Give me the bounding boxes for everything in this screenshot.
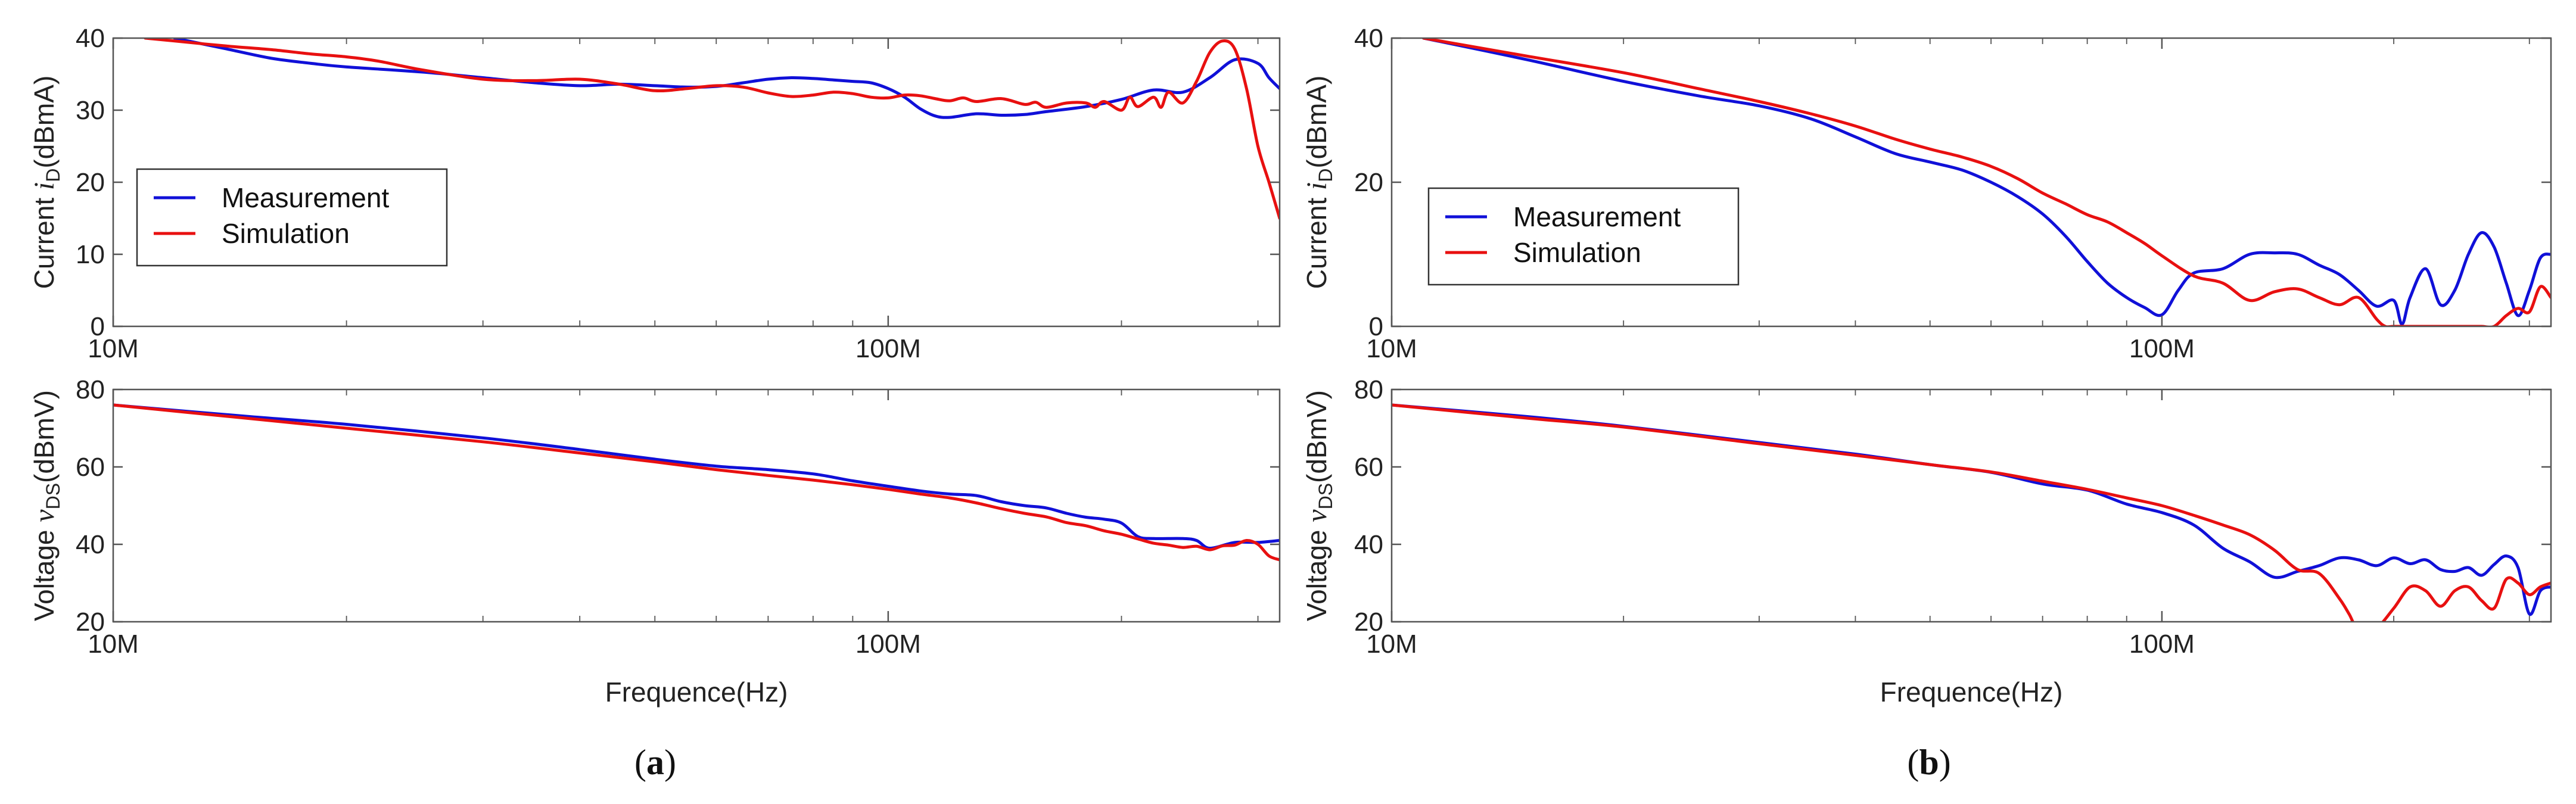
chart-a-current-ylabel-var: i bbox=[29, 182, 60, 190]
chart-b-current-ylabel-sub: D bbox=[1315, 169, 1336, 182]
a-voltage-ytick-label-3: 80 bbox=[76, 375, 105, 404]
chart-b-voltage-ylabel: Voltage vDS(dBmV) bbox=[1301, 390, 1336, 621]
chart-a-current: 0 10 20 30 40 10M 100M Current iD(dBmA) Measur… bbox=[29, 24, 1281, 363]
panel-label-a-open: ( bbox=[634, 743, 646, 782]
chart-a-current-ylabel-suffix: (dBmA) bbox=[29, 76, 60, 169]
panel-label-a-close: ) bbox=[664, 743, 676, 782]
a-current-ytick-label-4: 40 bbox=[76, 24, 105, 53]
chart-b-voltage: 20 40 60 80 10M 100M Voltage vDS(dBmV) Freque… bbox=[1301, 375, 2552, 708]
chart-b-current-ylabel: Current iD(dBmA) bbox=[1301, 76, 1336, 289]
a-voltage-ytick-label-1: 40 bbox=[76, 530, 105, 559]
b-voltage-ytick-label-0: 20 bbox=[1354, 607, 1383, 637]
chart-a-voltage-ticks: 20 40 60 80 10M 100M bbox=[76, 375, 1280, 659]
chart-a-xlabel: Frequence(Hz) bbox=[605, 677, 788, 708]
b-voltage-ytick-label-1: 40 bbox=[1354, 530, 1383, 559]
panel-label-a-letter: a bbox=[646, 743, 664, 782]
a-current-ytick-label-2: 20 bbox=[76, 168, 105, 197]
chart-b-voltage-series bbox=[1392, 403, 2551, 622]
panel-label-a: (a) bbox=[634, 743, 676, 782]
b-current-xtick-label-0: 10M bbox=[1366, 334, 1417, 363]
chart-a-voltage-ylabel: Voltage vDS(dBmV) bbox=[29, 390, 64, 621]
chart-b-current-ylabel-text: Current iD(dBmA) bbox=[1301, 76, 1336, 289]
b-voltage-xtick-label-1: 100M bbox=[2129, 630, 2195, 659]
b-voltage-series-simulation bbox=[1392, 403, 2551, 622]
a-current-ytick-label-0: 0 bbox=[91, 312, 105, 341]
chart-a-voltage-ylabel-var: v bbox=[29, 509, 60, 522]
chart-a-voltage-ylabel-suffix: (dBmV) bbox=[29, 390, 60, 483]
chart-b-current-series bbox=[1422, 38, 2551, 326]
chart-a-current-ylabel-prefix: Current bbox=[29, 190, 60, 289]
b-current-series-measurement bbox=[1422, 38, 2551, 326]
chart-a-current-legend: Measurement Simulation bbox=[136, 168, 448, 267]
chart-a-voltage-frame bbox=[112, 388, 1281, 623]
chart-b-voltage-frame bbox=[1390, 388, 2552, 623]
panel-label-b-letter: b bbox=[1919, 743, 1939, 782]
chart-a-voltage-ylabel-sub: DS bbox=[42, 483, 64, 509]
chart-b-voltage-ylabel-suffix: (dBmV) bbox=[1301, 390, 1332, 483]
chart-a-current-ylabel-sub: D bbox=[42, 169, 64, 182]
a-voltage-ytick-label-2: 60 bbox=[76, 453, 105, 482]
panel-label-b: (b) bbox=[1907, 743, 1950, 782]
chart-a-voltage-ylabel-text: Voltage vDS(dBmV) bbox=[29, 390, 64, 621]
legend-b-measurement-label: Measurement bbox=[1513, 201, 1681, 232]
chart-b-xlabel: Frequence(Hz) bbox=[1880, 677, 2063, 708]
chart-b-voltage-ylabel-sub: DS bbox=[1315, 483, 1336, 509]
b-current-ytick-label-0: 0 bbox=[1369, 312, 1383, 341]
chart-b-current-legend: Measurement Simulation bbox=[1427, 187, 1740, 286]
chart-b-current-ylabel-var: i bbox=[1301, 182, 1333, 190]
a-voltage-ytick-label-0: 20 bbox=[76, 607, 105, 637]
b-voltage-ytick-label-3: 80 bbox=[1354, 375, 1383, 404]
a-current-series-simulation bbox=[144, 38, 1280, 220]
panel-label-b-close: ) bbox=[1939, 743, 1951, 782]
chart-a-voltage-ylabel-prefix: Voltage bbox=[29, 522, 60, 621]
panel-label-b-open: ( bbox=[1907, 743, 1919, 782]
chart-b-voltage-ylabel-prefix: Voltage bbox=[1301, 522, 1332, 621]
a-voltage-xtick-label-0: 10M bbox=[88, 630, 139, 659]
b-current-xtick-label-1: 100M bbox=[2129, 334, 2195, 363]
a-voltage-series-simulation bbox=[113, 403, 1280, 562]
chart-a-current-ylabel-text: Current iD(dBmA) bbox=[29, 76, 64, 289]
chart-a-current-series bbox=[144, 38, 1280, 220]
legend-b-simulation-label: Simulation bbox=[1513, 237, 1641, 268]
chart-b-current-ylabel-suffix: (dBmA) bbox=[1301, 76, 1332, 169]
a-voltage-series-measurement bbox=[113, 403, 1280, 550]
b-voltage-series-measurement bbox=[1392, 403, 2551, 616]
a-current-ytick-label-3: 30 bbox=[76, 96, 105, 125]
a-current-ytick-label-1: 10 bbox=[76, 240, 105, 269]
chart-b-voltage-ticks: 20 40 60 80 10M 100M bbox=[1354, 375, 2551, 659]
chart-b-current-ylabel-prefix: Current bbox=[1301, 190, 1332, 289]
chart-a-current-ylabel: Current iD(dBmA) bbox=[29, 76, 64, 289]
chart-a-voltage-series bbox=[113, 403, 1280, 562]
chart-a-voltage: 20 40 60 80 10M 100M Voltage vDS(dBmV) Freque… bbox=[29, 375, 1281, 708]
legend-a-measurement-label: Measurement bbox=[222, 182, 389, 213]
chart-b-current: 0 20 40 10M 100M Current iD(dBmA) Measuremen… bbox=[1301, 24, 2552, 363]
b-current-ytick-label-2: 40 bbox=[1354, 24, 1383, 53]
legend-a-simulation-label: Simulation bbox=[222, 218, 350, 249]
a-voltage-xtick-label-1: 100M bbox=[855, 630, 921, 659]
b-voltage-ytick-label-2: 60 bbox=[1354, 453, 1383, 482]
a-current-xtick-label-0: 10M bbox=[88, 334, 139, 363]
b-current-ytick-label-1: 20 bbox=[1354, 168, 1383, 197]
b-current-series-simulation bbox=[1422, 38, 2551, 326]
a-current-xtick-label-1: 100M bbox=[855, 334, 921, 363]
legend-b-box bbox=[1427, 187, 1740, 286]
chart-a-current-ticks: 0 10 20 30 40 10M 100M bbox=[76, 24, 1280, 363]
chart-b-voltage-ylabel-var: v bbox=[1301, 509, 1333, 522]
b-voltage-xtick-label-0: 10M bbox=[1366, 630, 1417, 659]
chart-b-current-ticks: 0 20 40 10M 100M bbox=[1354, 24, 2551, 363]
legend-a-box bbox=[136, 168, 448, 267]
chart-b-voltage-ylabel-text: Voltage vDS(dBmV) bbox=[1301, 390, 1336, 621]
